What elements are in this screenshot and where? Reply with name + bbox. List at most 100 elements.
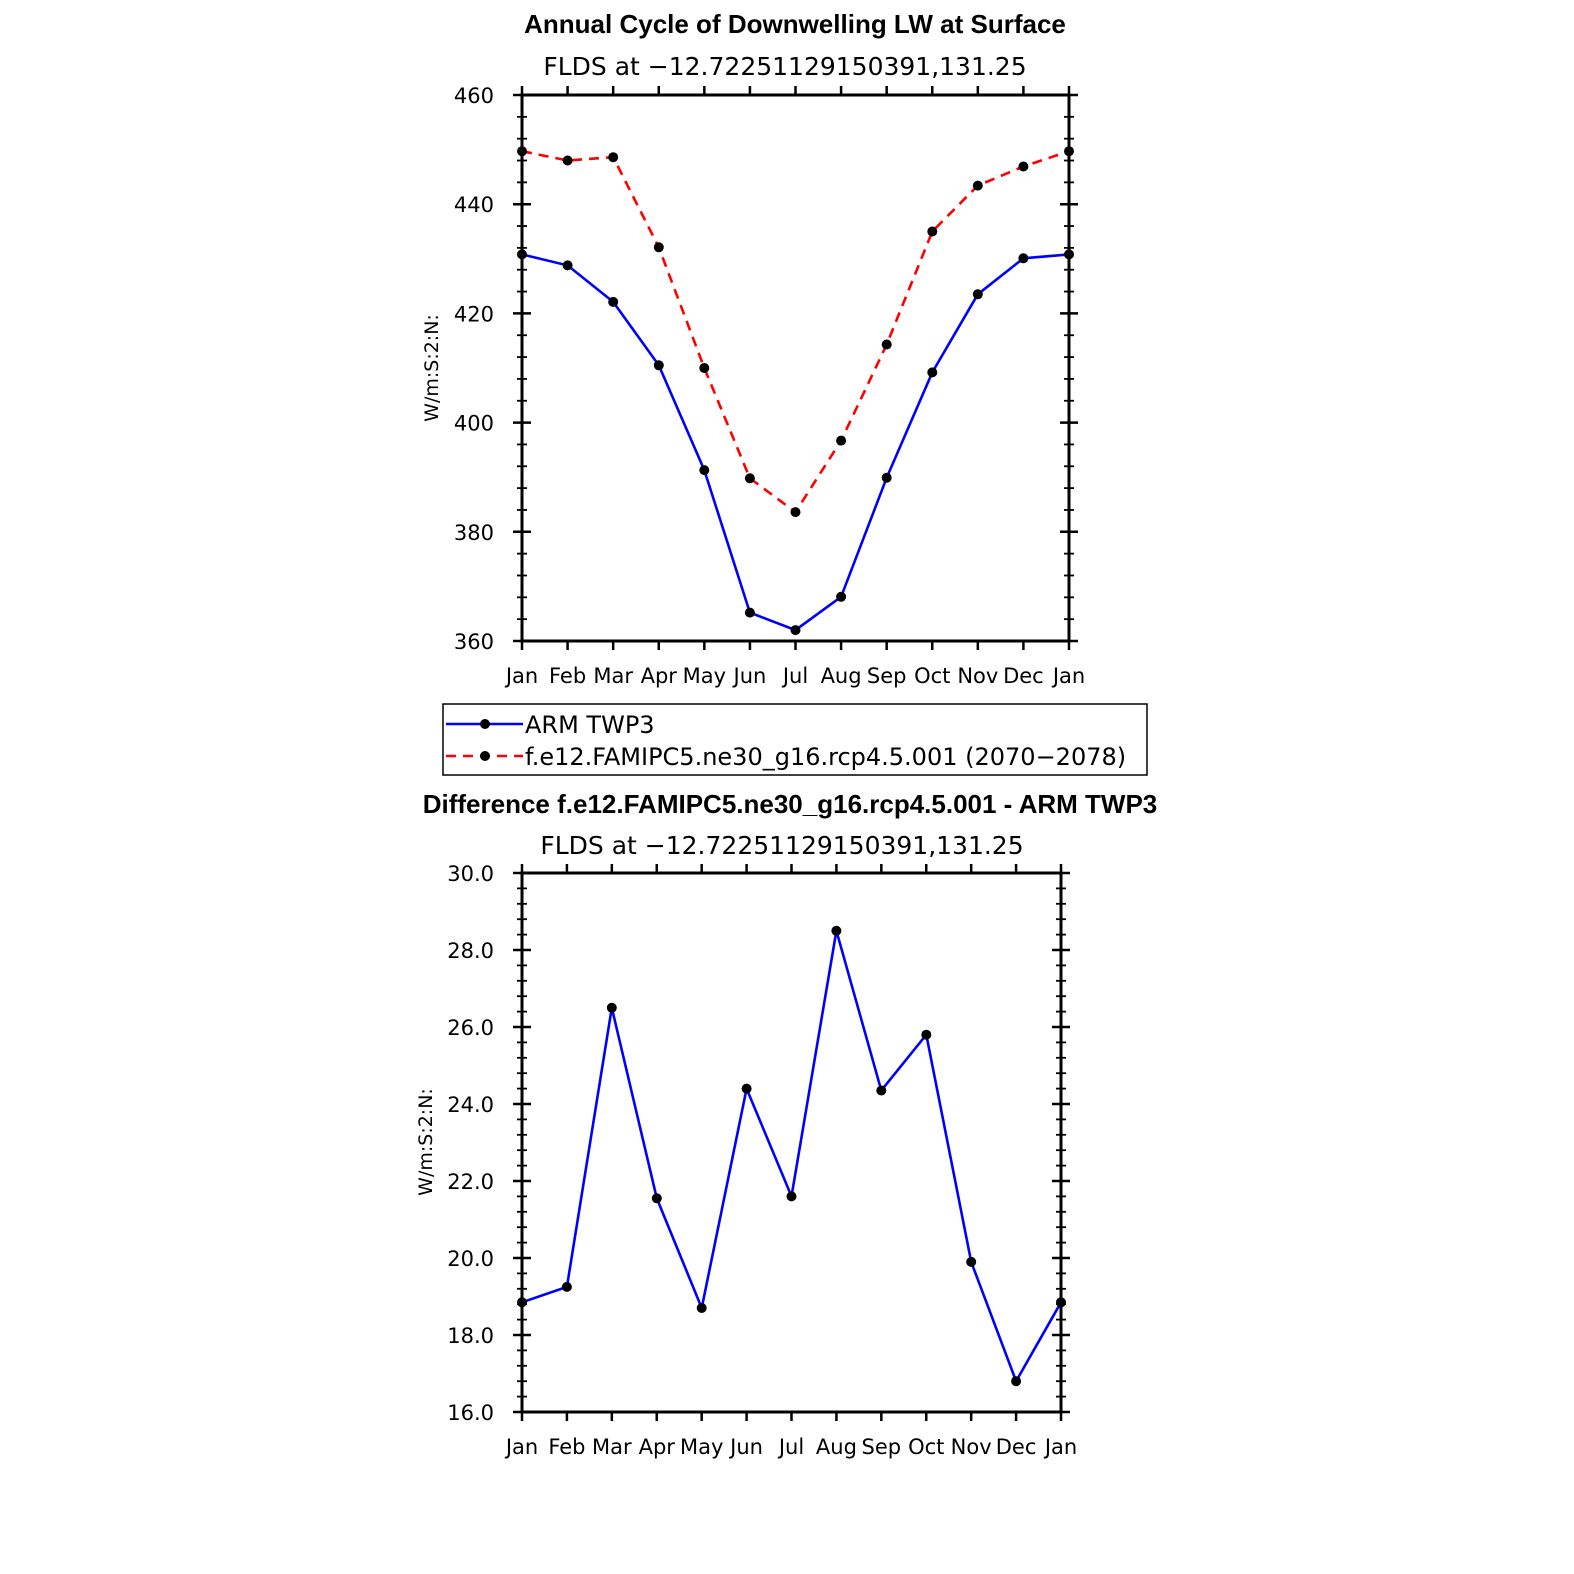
data-point (699, 363, 710, 373)
legend-item-arm-twp3: ARM TWP3 (446, 711, 655, 739)
x-tick-label: Jul (781, 664, 808, 688)
x-tick-label: Apr (639, 1435, 676, 1459)
data-point (972, 289, 983, 300)
x-tick-label: Sep (867, 664, 907, 688)
data-point (831, 925, 842, 936)
x-tick-label: Mar (592, 1435, 632, 1459)
data-point (790, 625, 801, 636)
y-axis-label: W/m:S:2:N: (421, 314, 443, 422)
data-point (696, 1303, 707, 1313)
legend-label: f.e12.FAMIPC5.ne30_g16.rcp4.5.001 (2070−… (525, 743, 1126, 771)
data-point (561, 1281, 572, 1292)
data-point (881, 472, 892, 483)
y-tick-label: 18.0 (447, 1324, 494, 1348)
series-line-model (521, 149, 1070, 514)
data-point (744, 473, 755, 484)
data-point (790, 507, 801, 518)
plot-frame (520, 871, 1063, 1414)
y-tick-label: 400 (454, 412, 494, 436)
x-tick-label: Jun (732, 664, 767, 688)
x-tick-label: Nov (951, 1435, 992, 1459)
x-tick-label: Oct (908, 1435, 944, 1459)
x-tick-label: Oct (914, 664, 950, 688)
y-tick-label: 28.0 (447, 939, 494, 963)
x-tick-label: Jan (1051, 664, 1085, 688)
x-tick-label: Dec (996, 1435, 1037, 1459)
chart-title: Annual Cycle of Downwelling LW at Surfac… (524, 9, 1066, 39)
legend-marker (480, 719, 490, 729)
data-point (562, 155, 573, 166)
data-point (921, 1029, 932, 1040)
legend: ARM TWP3 f.e12.FAMIPC5.ne30_g16.rcp4.5.0… (442, 703, 1148, 776)
tick-labels: Jan Feb Mar Apr May Jun Jul Aug Sep Oct Nov Dec Jan1… (447, 862, 1077, 1459)
y-tick-label: 30.0 (447, 862, 494, 886)
x-tick-label: Sep (862, 1435, 902, 1459)
data-point (653, 360, 664, 371)
data-point (927, 226, 938, 237)
data-point (1018, 253, 1029, 264)
data-point (836, 591, 847, 602)
tick-labels: Jan Feb Mar Apr May Jun Jul Aug Sep Oct Nov Dec Jan 3… (454, 84, 1085, 688)
x-tick-label: Nov (957, 664, 998, 688)
x-tick-label: Feb (548, 1435, 585, 1459)
series-layer (517, 146, 1074, 636)
data-point (786, 1191, 797, 1202)
series-line (521, 253, 1070, 632)
series-layer (517, 925, 1066, 1387)
data-point (608, 152, 619, 163)
x-tick-label: Aug (816, 1435, 857, 1459)
data-point (651, 1193, 662, 1204)
x-tick-label: Aug (821, 664, 862, 688)
legend-box (442, 703, 1148, 776)
legend-marker (480, 751, 490, 761)
x-tick-label: Jul (777, 1435, 804, 1459)
y-tick-label: 380 (454, 521, 494, 545)
data-point (741, 1083, 752, 1094)
x-tick-label: May (683, 664, 726, 688)
chart-subtitle: FLDS at −12.72251129150391,131.25 (543, 52, 1026, 81)
data-point (606, 1002, 617, 1013)
y-tick-label: 360 (454, 630, 494, 654)
legend-label: ARM TWP3 (525, 711, 655, 739)
y-tick-label: 22.0 (447, 1170, 494, 1194)
data-point (1011, 1376, 1022, 1387)
data-point (653, 242, 664, 253)
y-axis-label: W/m:S:2:N: (415, 1088, 437, 1196)
chart-subtitle: FLDS at −12.72251129150391,131.25 (540, 831, 1023, 860)
chart-title: Difference f.e12.FAMIPC5.ne30_g16.rcp4.5… (423, 789, 1158, 819)
x-tick-label: Feb (549, 664, 586, 688)
x-tick-label: Jan (504, 1435, 538, 1459)
panel-difference: Difference f.e12.FAMIPC5.ne30_g16.rcp4.5… (415, 789, 1157, 1459)
x-tick-label: May (680, 1435, 723, 1459)
y-tick-label: 420 (454, 302, 494, 326)
data-point (562, 260, 573, 271)
panel-annual-cycle: Annual Cycle of Downwelling LW at Surfac… (421, 9, 1085, 688)
axis-ticks (513, 864, 1070, 1421)
y-tick-label: 460 (454, 84, 494, 108)
plot-frame (520, 93, 1071, 643)
x-tick-label: Jan (1043, 1435, 1077, 1459)
x-tick-label: Dec (1003, 664, 1044, 688)
x-tick-label: Jun (728, 1435, 763, 1459)
x-tick-label: Jan (504, 664, 538, 688)
series-line (521, 930, 1063, 1385)
data-point (972, 180, 983, 191)
data-point (836, 435, 847, 446)
y-tick-label: 26.0 (447, 1016, 494, 1040)
data-point (881, 339, 892, 350)
data-point (699, 465, 710, 476)
data-point (1018, 161, 1029, 172)
x-tick-label: Mar (593, 664, 633, 688)
data-point (876, 1085, 887, 1096)
y-tick-label: 20.0 (447, 1247, 494, 1271)
data-point (927, 367, 938, 378)
data-point (608, 296, 619, 307)
y-tick-label: 24.0 (447, 1093, 494, 1117)
legend-item-model: f.e12.FAMIPC5.ne30_g16.rcp4.5.001 (2070−… (446, 743, 1126, 771)
data-point (966, 1256, 977, 1267)
y-tick-label: 16.0 (447, 1401, 494, 1425)
axis-ticks (513, 86, 1078, 650)
y-tick-label: 440 (454, 193, 494, 217)
data-point (744, 607, 755, 618)
